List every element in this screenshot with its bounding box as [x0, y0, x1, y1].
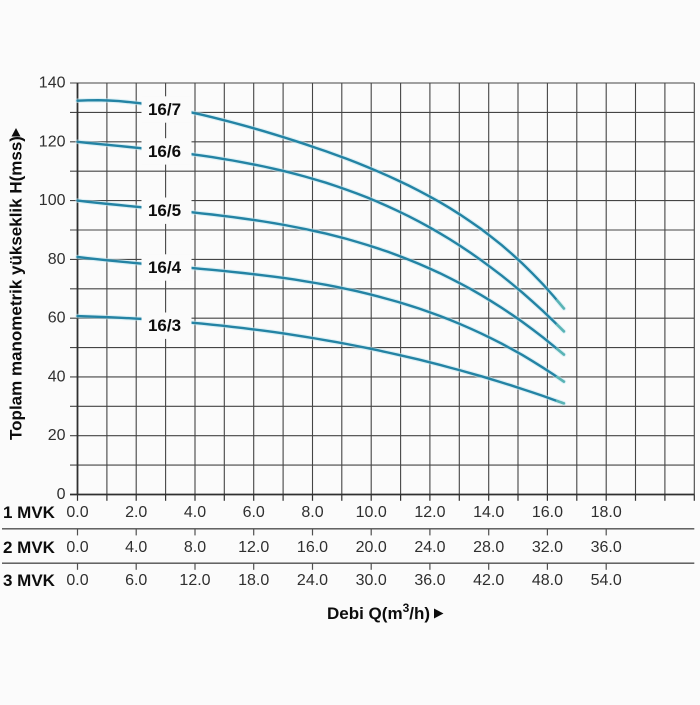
svg-text:16/3: 16/3	[148, 316, 181, 335]
svg-text:48.0: 48.0	[532, 572, 563, 589]
svg-text:28.0: 28.0	[473, 539, 504, 556]
svg-text:1 MVK: 1 MVK	[3, 503, 56, 522]
svg-text:4.0: 4.0	[125, 539, 147, 556]
svg-text:10.0: 10.0	[356, 504, 387, 521]
svg-text:36.0: 36.0	[591, 539, 622, 556]
svg-text:20.0: 20.0	[356, 539, 387, 556]
svg-text:3 MVK: 3 MVK	[3, 571, 56, 590]
svg-text:12.0: 12.0	[179, 572, 210, 589]
svg-text:16/5: 16/5	[148, 201, 181, 220]
svg-text:12.0: 12.0	[238, 539, 269, 556]
svg-text:120: 120	[39, 133, 66, 150]
svg-text:4.0: 4.0	[184, 504, 206, 521]
svg-text:0.0: 0.0	[66, 539, 88, 556]
svg-text:18.0: 18.0	[238, 572, 269, 589]
svg-text:0.0: 0.0	[66, 572, 88, 589]
svg-text:Toplam manometrik yükseklik H(: Toplam manometrik yükseklik H(mss)	[7, 136, 26, 440]
svg-text:18.0: 18.0	[591, 504, 622, 521]
svg-text:32.0: 32.0	[532, 539, 563, 556]
svg-text:0.0: 0.0	[66, 504, 88, 521]
svg-text:8.0: 8.0	[184, 539, 206, 556]
svg-text:140: 140	[39, 75, 66, 92]
svg-text:2 MVK: 2 MVK	[3, 538, 56, 557]
svg-text:16.0: 16.0	[297, 539, 328, 556]
svg-text:54.0: 54.0	[591, 572, 622, 589]
svg-text:6.0: 6.0	[125, 572, 147, 589]
svg-text:16/6: 16/6	[148, 142, 181, 161]
svg-text:42.0: 42.0	[473, 572, 504, 589]
svg-text:40: 40	[48, 368, 66, 385]
svg-text:14.0: 14.0	[473, 504, 504, 521]
svg-text:30.0: 30.0	[356, 572, 387, 589]
svg-text:60: 60	[48, 310, 66, 327]
svg-text:24.0: 24.0	[414, 539, 445, 556]
svg-text:16/7: 16/7	[148, 100, 181, 119]
svg-text:100: 100	[39, 192, 66, 209]
svg-text:2.0: 2.0	[125, 504, 147, 521]
svg-text:16/4: 16/4	[148, 258, 182, 277]
svg-text:20: 20	[48, 427, 66, 444]
svg-text:8.0: 8.0	[301, 504, 323, 521]
svg-text:6.0: 6.0	[243, 504, 265, 521]
svg-text:12.0: 12.0	[414, 504, 445, 521]
svg-text:0: 0	[57, 486, 66, 503]
svg-text:16.0: 16.0	[532, 504, 563, 521]
svg-text:Debi Q(m3/h): Debi Q(m3/h)	[327, 601, 430, 623]
svg-text:24.0: 24.0	[297, 572, 328, 589]
svg-text:80: 80	[48, 251, 66, 268]
svg-text:36.0: 36.0	[414, 572, 445, 589]
